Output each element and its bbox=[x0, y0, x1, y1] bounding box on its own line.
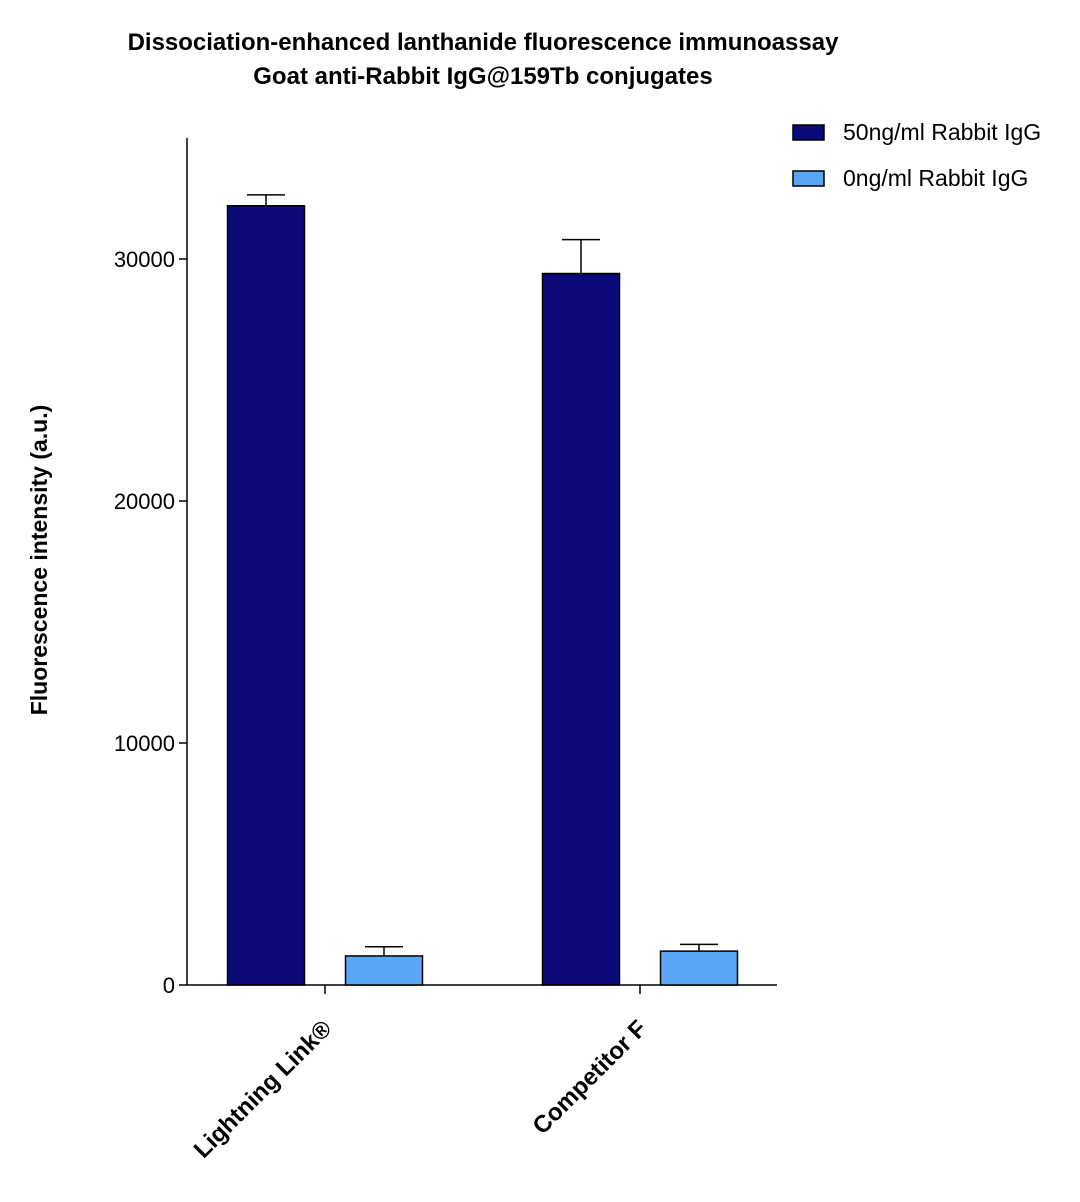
chart-subtitle: Goat anti-Rabbit IgG@159Tb conjugates bbox=[253, 63, 712, 90]
y-tick-label: 20000 bbox=[114, 489, 175, 514]
y-tick-label: 10000 bbox=[114, 731, 175, 756]
legend: 50ng/ml Rabbit IgG 0ng/ml Rabbit IgG bbox=[792, 119, 1041, 191]
legend-swatch bbox=[792, 170, 825, 187]
bar bbox=[226, 205, 306, 986]
y-tick-label: 0 bbox=[163, 973, 175, 998]
y-tick-label: 30000 bbox=[114, 247, 175, 272]
x-tick-label: Competitor F bbox=[528, 1015, 653, 1140]
y-axis-title: Fluorescence intensity (a.u.) bbox=[26, 405, 52, 716]
plot-area: 0 10000 20000 30000 Lightning Link® Competito… bbox=[114, 138, 777, 1164]
bar bbox=[344, 955, 424, 986]
bar bbox=[659, 950, 739, 986]
bar bbox=[541, 272, 621, 986]
legend-swatch bbox=[792, 124, 825, 141]
x-tick-label: Lightning Link® bbox=[189, 1015, 338, 1164]
chart-title: Dissociation-enhanced lanthanide fluores… bbox=[128, 29, 840, 56]
legend-label: 0ng/ml Rabbit IgG bbox=[843, 165, 1028, 191]
legend-label: 50ng/ml Rabbit IgG bbox=[843, 119, 1041, 145]
